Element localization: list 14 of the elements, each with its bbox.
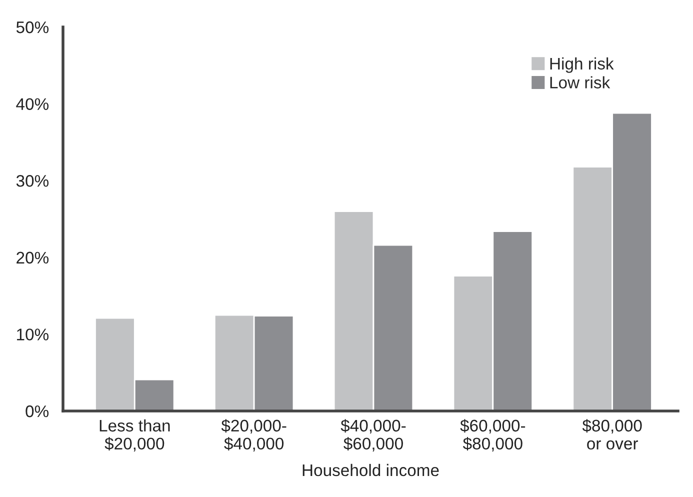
y-tick-label: 20% — [16, 252, 49, 264]
x-tick-label: $20,000- $40,000 — [221, 419, 286, 452]
legend-label: High risk — [550, 57, 614, 73]
x-tick-label: Less than $20,000 — [100, 419, 170, 452]
y-tick-label: 10% — [17, 328, 49, 340]
y-tick-label: 0% — [26, 405, 49, 418]
x-tick-label: $40,000- $60,000 — [340, 419, 406, 452]
legend-label: Low risk — [550, 76, 610, 88]
y-tick-label: 50% — [16, 21, 49, 34]
x-tick-label: $60,000- $80,000 — [460, 419, 526, 452]
y-tick-label: 40% — [16, 98, 49, 110]
y-tick-label: 30% — [16, 175, 49, 187]
x-axis-title: Household income — [302, 464, 439, 476]
x-tick-label: $80,000 or over — [582, 419, 642, 450]
